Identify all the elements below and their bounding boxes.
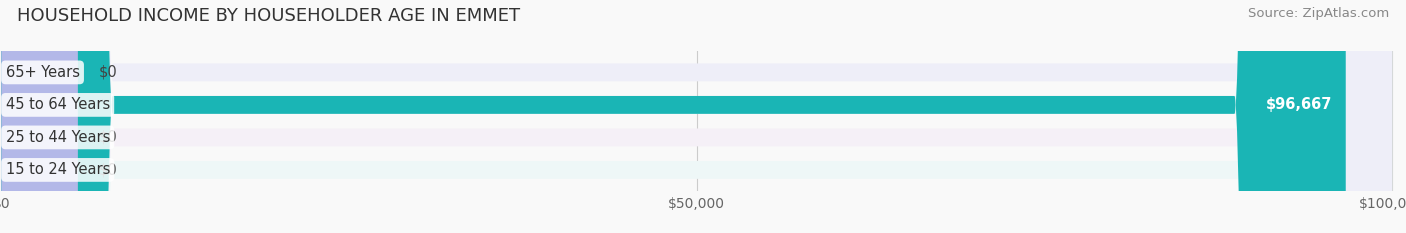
FancyBboxPatch shape bbox=[1, 0, 77, 233]
Text: $0: $0 bbox=[98, 130, 118, 145]
Text: $0: $0 bbox=[98, 65, 118, 80]
Text: 65+ Years: 65+ Years bbox=[6, 65, 80, 80]
Text: 45 to 64 Years: 45 to 64 Years bbox=[6, 97, 110, 112]
FancyBboxPatch shape bbox=[1, 0, 77, 233]
Text: 15 to 24 Years: 15 to 24 Years bbox=[6, 162, 110, 177]
FancyBboxPatch shape bbox=[1, 0, 1346, 233]
Text: 25 to 44 Years: 25 to 44 Years bbox=[6, 130, 110, 145]
FancyBboxPatch shape bbox=[1, 0, 77, 233]
Text: $96,667: $96,667 bbox=[1265, 97, 1331, 112]
Text: $0: $0 bbox=[98, 162, 118, 177]
Text: Source: ZipAtlas.com: Source: ZipAtlas.com bbox=[1249, 7, 1389, 20]
Text: HOUSEHOLD INCOME BY HOUSEHOLDER AGE IN EMMET: HOUSEHOLD INCOME BY HOUSEHOLDER AGE IN E… bbox=[17, 7, 520, 25]
